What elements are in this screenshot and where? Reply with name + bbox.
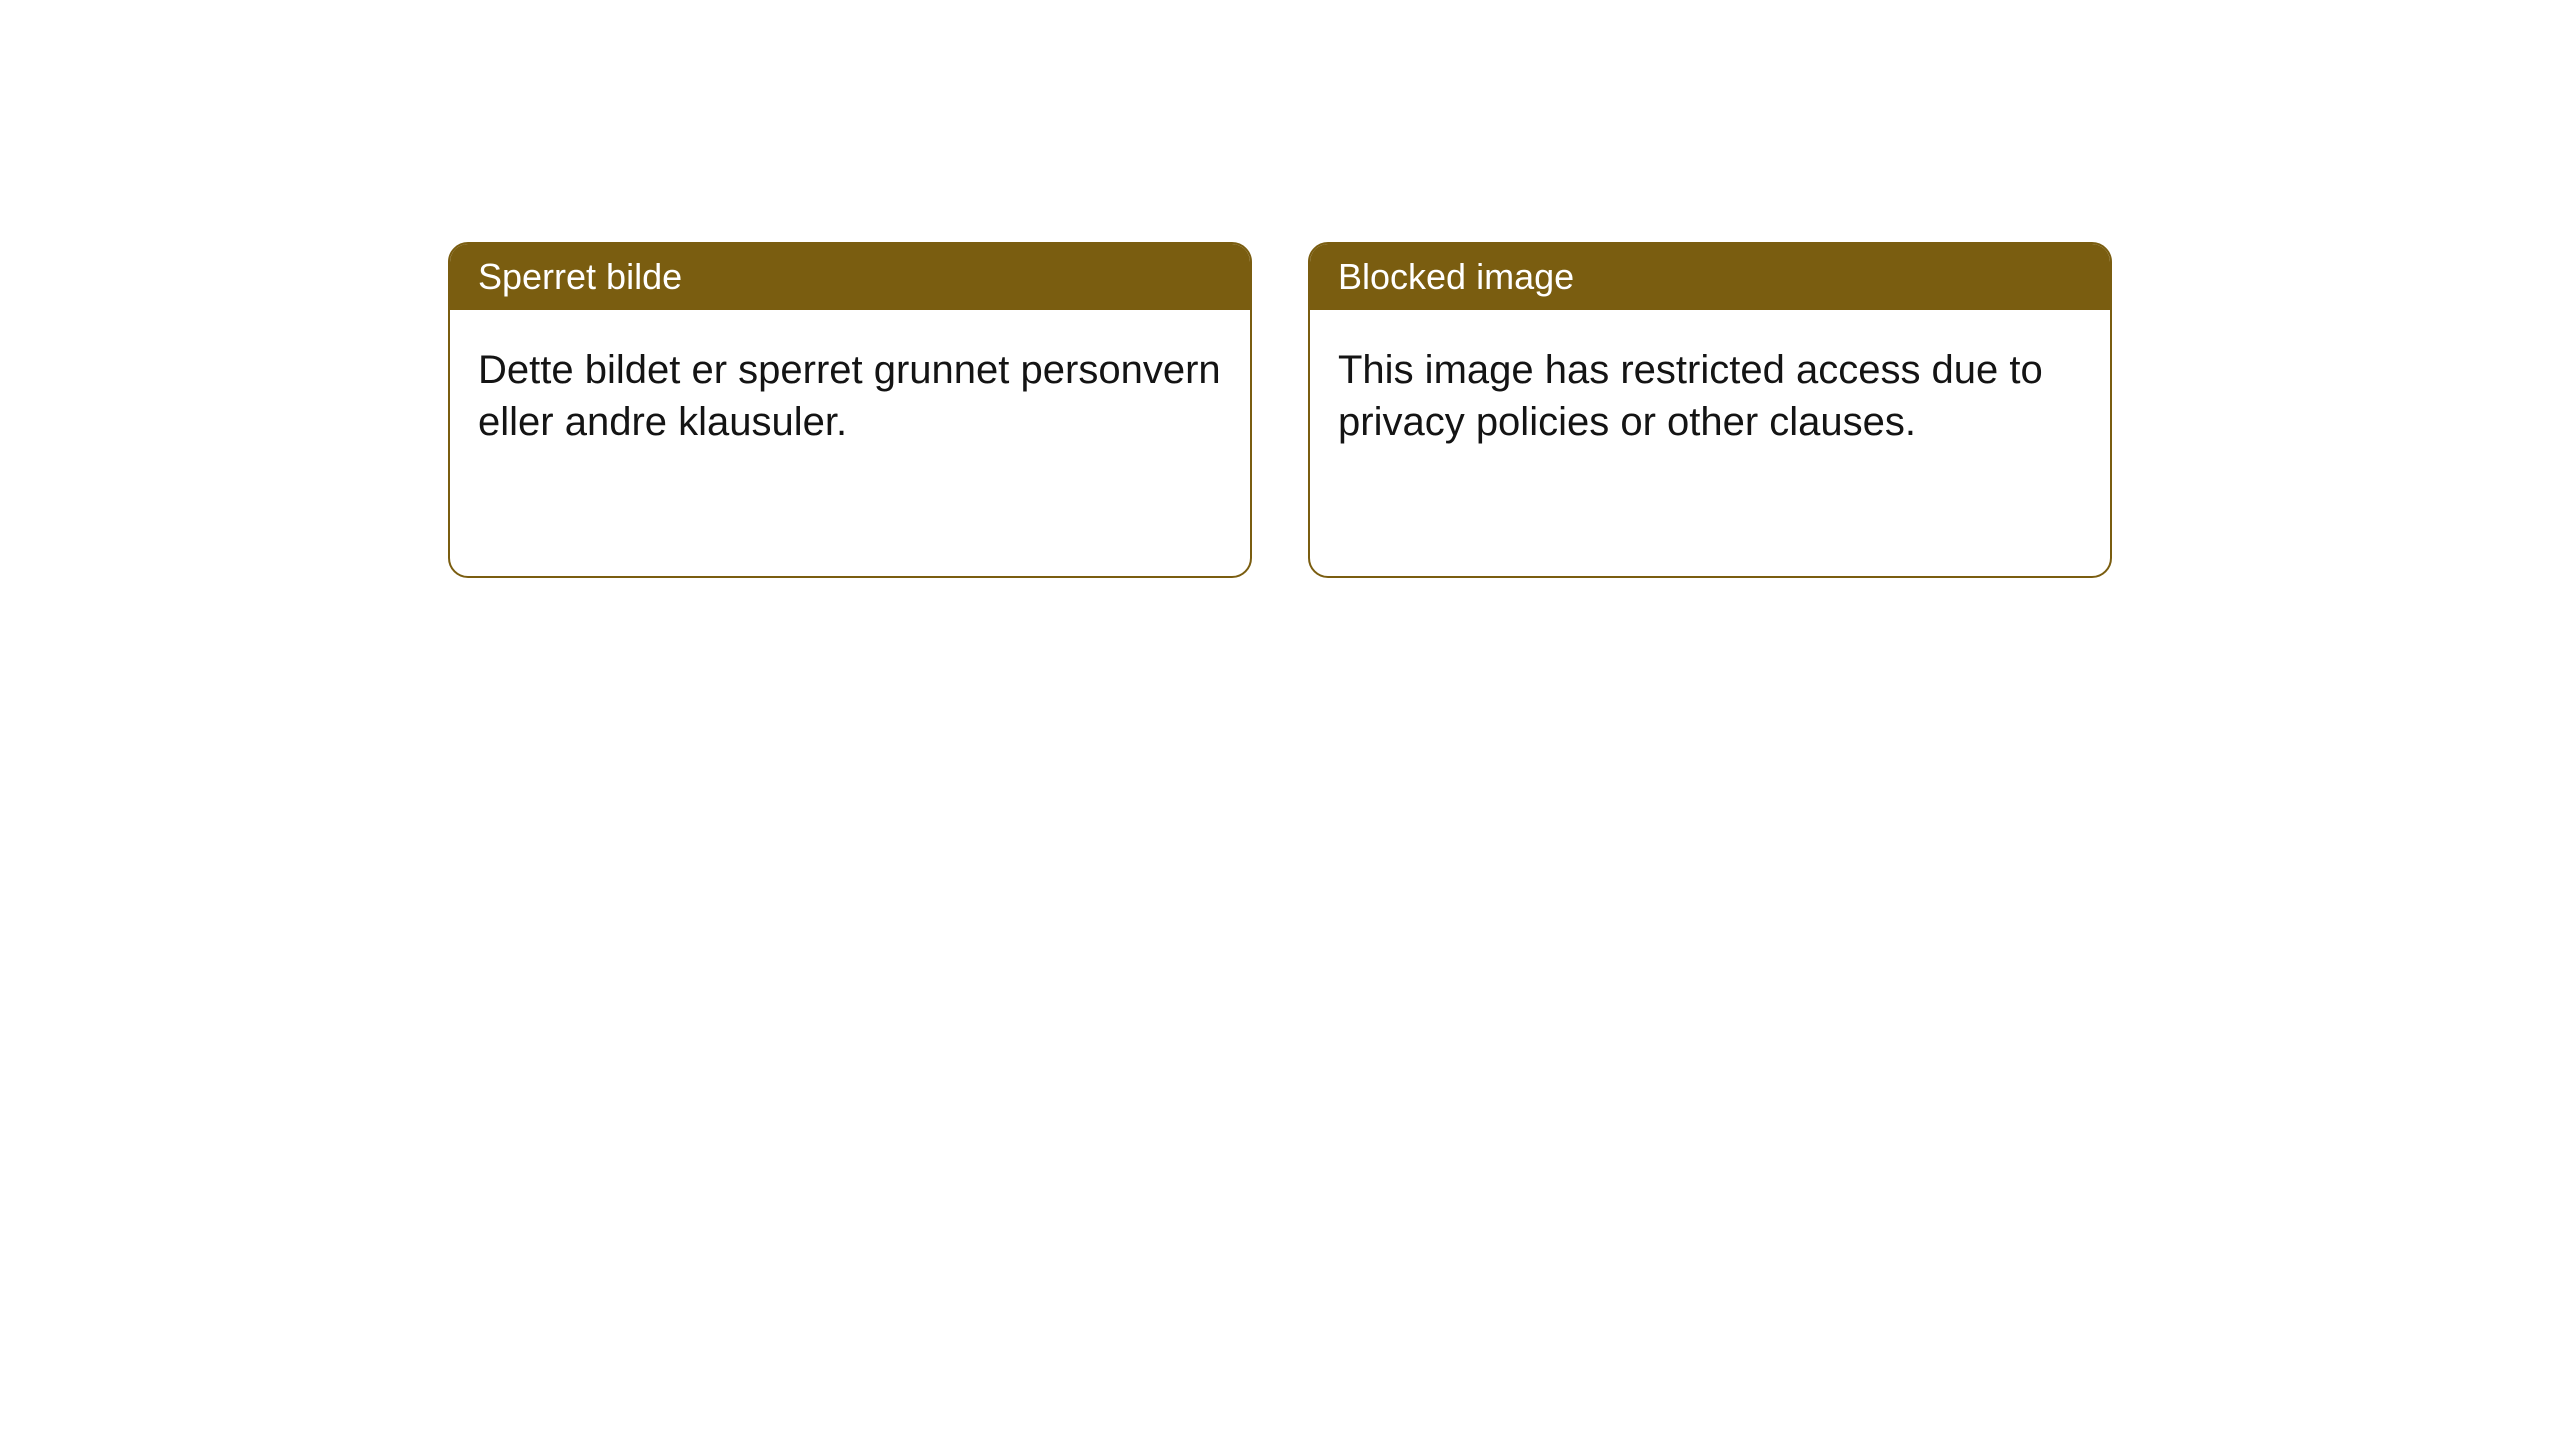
notice-body: This image has restricted access due to …: [1310, 310, 2110, 482]
notice-body: Dette bildet er sperret grunnet personve…: [450, 310, 1250, 482]
notice-title: Sperret bilde: [478, 256, 682, 297]
notice-header: Blocked image: [1310, 244, 2110, 310]
notice-header: Sperret bilde: [450, 244, 1250, 310]
notice-card-norwegian: Sperret bilde Dette bildet er sperret gr…: [448, 242, 1252, 578]
notice-message: This image has restricted access due to …: [1338, 348, 2043, 444]
notice-container: Sperret bilde Dette bildet er sperret gr…: [0, 0, 2560, 578]
notice-message: Dette bildet er sperret grunnet personve…: [478, 348, 1221, 444]
notice-title: Blocked image: [1338, 256, 1574, 297]
notice-card-english: Blocked image This image has restricted …: [1308, 242, 2112, 578]
